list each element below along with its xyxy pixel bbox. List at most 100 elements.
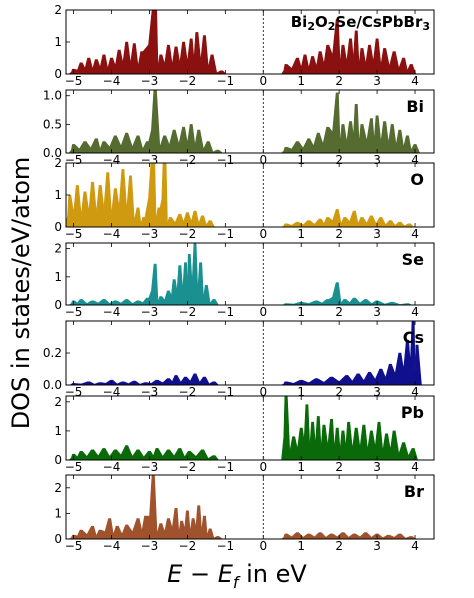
x-tick-label: 1 [297, 539, 305, 553]
dos-area-1 [68, 90, 420, 153]
x-tick-label: 0 [259, 74, 267, 88]
dos-area-0 [68, 10, 417, 74]
y-tick-label: 1 [54, 270, 62, 284]
x-tick-label: −2 [179, 305, 197, 319]
x-tick-label: −2 [179, 74, 197, 88]
x-tick-label: −4 [103, 74, 121, 88]
x-tick-label: 0 [259, 460, 267, 474]
y-tick-label: 0 [54, 532, 62, 546]
x-tick-label: 1 [297, 227, 305, 241]
panel-label: O [410, 170, 424, 189]
panel-frame [65, 242, 435, 306]
x-tick-label: 3 [373, 305, 381, 319]
x-tick-label: 2 [335, 460, 343, 474]
dos-area-3 [68, 243, 413, 305]
x-tick-label: 0 [259, 227, 267, 241]
x-tick-label: −1 [216, 227, 234, 241]
panel-4: −5 −4 −3 −2 −1 0 1 2 3 40.00.2Cs [43, 320, 435, 399]
x-tick-label: 1 [297, 305, 305, 319]
x-axis-label: E − Ef in eV [0, 560, 474, 592]
y-tick-label: 1.0 [43, 89, 62, 103]
panel-label: Bi2O2Se/CsPbBr3 [291, 13, 430, 33]
panel-frame [65, 89, 435, 154]
x-tick-label: −3 [141, 539, 159, 553]
x-tick-label: −3 [141, 305, 159, 319]
x-tick-label: 4 [411, 74, 419, 88]
y-tick-label: 1 [54, 35, 62, 49]
y-tick-label: 2 [54, 481, 62, 495]
y-tick-label: 0.0 [43, 146, 62, 160]
y-tick-label: 0 [54, 298, 62, 312]
panel-3: −5 −4 −3 −2 −1 0 1 2 3 4 0 1 2 Se [54, 242, 435, 319]
panel-label: Br [404, 482, 424, 501]
x-tick-label: −4 [103, 539, 121, 553]
x-tick-label: 4 [411, 227, 419, 241]
x-tick-label: −1 [216, 74, 234, 88]
panel-2: −5 −4 −3 −2 −1 0 1 2 3 4 0 1 2 O [54, 156, 435, 241]
x-axis-label-sub: f [232, 572, 239, 592]
x-axis-label-rest: in eV [238, 560, 307, 588]
x-tick-label: −3 [141, 74, 159, 88]
x-axis-label-main: E − E [167, 560, 233, 588]
panel-1: −5 −4 −3 −2 −1 0 1 2 3 40.00.51.0Bi [43, 89, 435, 167]
dos-area-5 [68, 396, 419, 460]
dos-area-6 [68, 475, 417, 539]
dos-area-2 [66, 163, 415, 227]
panel-frame [65, 395, 435, 461]
x-tick-label: −4 [103, 460, 121, 474]
dos-area-4 [68, 321, 422, 385]
x-tick-label: 4 [411, 305, 419, 319]
x-tick-label: −5 [65, 539, 83, 553]
panel-label: Bi [406, 97, 424, 116]
x-tick-label: −5 [65, 305, 83, 319]
x-tick-label: 3 [373, 385, 381, 399]
y-tick-label: 2 [54, 242, 62, 256]
x-tick-label: −3 [141, 460, 159, 474]
x-tick-label: −5 [65, 227, 83, 241]
x-tick-label: 2 [335, 539, 343, 553]
x-tick-label: −4 [103, 227, 121, 241]
panel-frame [65, 474, 435, 540]
x-tick-label: 1 [297, 74, 305, 88]
y-tick-label: 0.0 [43, 378, 62, 392]
x-tick-label: −5 [65, 74, 83, 88]
panel-label: Cs [403, 328, 424, 347]
x-tick-label: −1 [216, 539, 234, 553]
x-tick-label: 3 [373, 460, 381, 474]
x-tick-label: 1 [297, 385, 305, 399]
y-tick-label: 0.2 [43, 346, 62, 360]
x-tick-label: 0 [259, 305, 267, 319]
x-tick-label: −2 [179, 227, 197, 241]
x-tick-label: −4 [103, 305, 121, 319]
y-tick-label: 0.5 [43, 117, 62, 131]
x-tick-label: 3 [373, 153, 381, 167]
x-tick-label: 2 [335, 227, 343, 241]
panel-label: Se [402, 250, 425, 269]
x-tick-label: 0 [259, 385, 267, 399]
y-tick-label: 1 [54, 506, 62, 520]
x-tick-label: 0 [259, 539, 267, 553]
panel-6: −5 −4 −3 −2 −1 0 1 2 3 4 0 1 2 Br [54, 474, 435, 553]
x-tick-label: −1 [216, 460, 234, 474]
x-tick-label: 1 [297, 153, 305, 167]
y-tick-label: 0 [54, 220, 62, 234]
panel-5: −5 −4 −3 −2 −1 0 1 2 3 4 0 1 2 Pb [54, 395, 435, 474]
x-tick-label: −2 [179, 539, 197, 553]
x-tick-label: 2 [335, 305, 343, 319]
x-tick-label: 4 [411, 385, 419, 399]
panel-label: Pb [401, 403, 424, 422]
x-tick-label: 3 [373, 539, 381, 553]
x-tick-label: 1 [297, 460, 305, 474]
y-tick-label: 2 [54, 3, 62, 17]
y-tick-label: 2 [54, 156, 62, 170]
x-tick-label: 4 [411, 153, 419, 167]
x-tick-label: 2 [335, 153, 343, 167]
x-tick-label: 3 [373, 227, 381, 241]
x-tick-label: −5 [65, 460, 83, 474]
x-tick-label: 4 [411, 460, 419, 474]
y-tick-label: 2 [54, 395, 62, 409]
y-tick-label: 0 [54, 453, 62, 467]
x-tick-label: −2 [179, 460, 197, 474]
y-tick-label: 0 [54, 67, 62, 81]
